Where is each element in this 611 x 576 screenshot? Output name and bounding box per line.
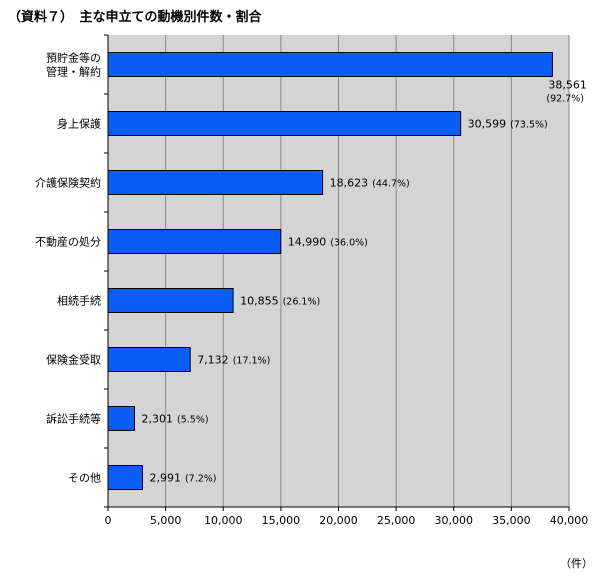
x-tick-label: 30,000: [435, 514, 474, 527]
bar: [107, 170, 324, 195]
category-label: 預貯金等の: [46, 51, 101, 65]
x-tick-label: 35,000: [492, 514, 531, 527]
percent-label: (17.1%): [233, 356, 271, 367]
x-tick-label: 25,000: [377, 514, 416, 527]
category-label: 管理・解約: [46, 65, 101, 79]
bars: [107, 52, 553, 490]
bar: [107, 406, 136, 431]
bar: [107, 347, 191, 372]
category-label: その他: [68, 472, 101, 485]
bar: [107, 288, 234, 313]
bar: [107, 111, 462, 136]
x-tick-label: 5,000: [150, 514, 182, 527]
percent-label: (92.7%): [546, 94, 584, 105]
category-label: 介護保険契約: [35, 176, 101, 190]
percent-label: (7.2%): [185, 474, 217, 485]
value-label: 30,599: [468, 118, 507, 131]
bar: [107, 229, 282, 254]
category-label: 不動産の処分: [35, 235, 101, 249]
x-tick-label: 40,000: [550, 514, 589, 527]
percent-label: (26.1%): [283, 297, 321, 308]
value-label: 2,991: [149, 472, 181, 485]
percent-label: (44.7%): [372, 179, 410, 190]
bar: [107, 52, 553, 77]
value-label: 7,132: [197, 354, 229, 367]
unit-label: （件）: [560, 557, 593, 570]
x-tick-label: 20,000: [319, 514, 358, 527]
labels: 0 5,000 10,000 15,000 20,000 25,000 30,000 35,0…: [35, 51, 588, 528]
value-label: 38,561: [548, 79, 587, 92]
category-label: 身上保護: [57, 117, 101, 131]
percent-label: (36.0%): [330, 238, 368, 249]
value-label: 14,990: [288, 236, 327, 249]
x-tick-label: 0: [105, 514, 112, 527]
percent-label: (73.5%): [510, 120, 548, 131]
value-label: 2,301: [142, 413, 174, 426]
category-label: 保険金受取: [46, 353, 101, 367]
x-tick-label: 10,000: [204, 514, 243, 527]
chart-title: （資料７） 主な申立ての動機別件数・割合: [8, 10, 262, 25]
category-label: 相続手続: [57, 294, 101, 308]
category-label: 訴訟手続等: [46, 412, 101, 426]
value-label: 18,623: [330, 177, 369, 190]
x-tick-label: 15,000: [262, 514, 301, 527]
percent-label: (5.5%): [177, 415, 209, 426]
bar: [107, 465, 143, 490]
value-label: 10,855: [240, 295, 279, 308]
